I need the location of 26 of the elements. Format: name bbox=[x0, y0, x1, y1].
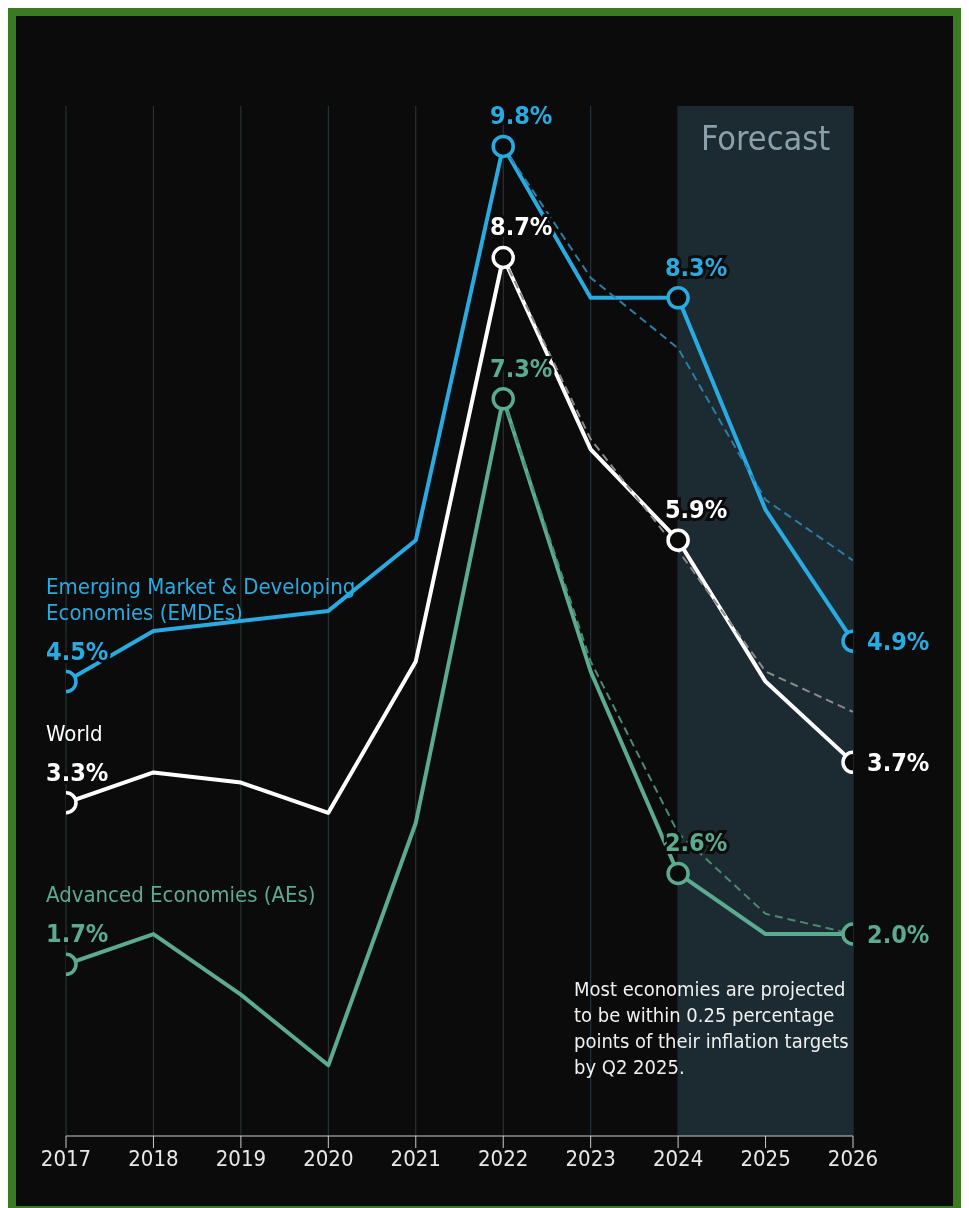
x-tick-label: 2018 bbox=[128, 1145, 179, 1171]
band-label: Forecast bbox=[700, 118, 831, 159]
series-label: World bbox=[46, 720, 103, 746]
data-label: 4.5% bbox=[46, 636, 109, 666]
data-label: 8.3% bbox=[664, 252, 728, 282]
data-label: 2.0% bbox=[867, 920, 930, 950]
data-label: 1.7% bbox=[46, 919, 109, 949]
x-tick-label: 2025 bbox=[740, 1145, 791, 1171]
data-label: 5.9% bbox=[664, 495, 728, 525]
series-label: Emerging Market & Developing Economies (EMDEs) bbox=[46, 573, 356, 625]
x-tick-label: 2019 bbox=[215, 1145, 267, 1171]
text: Advanced Economies (AEs) bbox=[46, 882, 316, 908]
data-label: 2.6% bbox=[664, 828, 728, 858]
x-tick-label: 2017 bbox=[40, 1145, 92, 1171]
x-tick-label: 2023 bbox=[565, 1145, 616, 1171]
data-label: 4.9% bbox=[867, 627, 930, 657]
data-label: 9.8% bbox=[490, 101, 553, 131]
x-tick-label: 2020 bbox=[303, 1145, 354, 1171]
annotation: Most economies are projected to be within 0.25 percentage points of their inflation targets by Q2 2025. bbox=[574, 976, 850, 1080]
x-tick-label: 2022 bbox=[478, 1145, 529, 1171]
data-label: 3.3% bbox=[46, 757, 109, 787]
x-tick-label: 2024 bbox=[652, 1145, 704, 1171]
data-label: 3.7% bbox=[867, 748, 930, 778]
x-tick-label: 2021 bbox=[390, 1145, 441, 1171]
x-tick-label: 2026 bbox=[827, 1145, 879, 1171]
data-label: 7.3% bbox=[490, 353, 553, 383]
